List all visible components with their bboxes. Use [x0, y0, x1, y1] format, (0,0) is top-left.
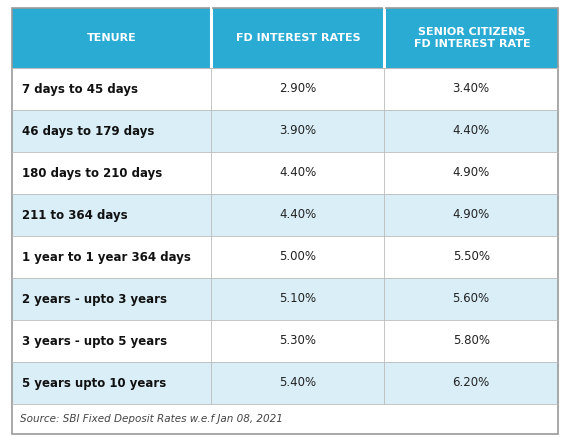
Text: 5 years upto 10 years: 5 years upto 10 years [22, 377, 166, 389]
Bar [12, 152, 558, 194]
Text: 7 days to 45 days: 7 days to 45 days [22, 83, 138, 96]
Bar [12, 404, 558, 434]
Text: Source: SBI Fixed Deposit Rates w.e.f Jan 08, 2021: Source: SBI Fixed Deposit Rates w.e.f Ja… [20, 414, 283, 424]
Text: 5.00%: 5.00% [279, 250, 316, 264]
Bar [12, 362, 558, 404]
Text: 3 years - upto 5 years: 3 years - upto 5 years [22, 334, 167, 347]
Bar [12, 8, 211, 68]
Bar [12, 236, 558, 278]
Text: 2.90%: 2.90% [279, 83, 316, 96]
Text: 3.40%: 3.40% [453, 83, 490, 96]
Bar [12, 320, 558, 362]
Bar [12, 68, 558, 110]
Text: 5.10%: 5.10% [279, 292, 316, 305]
Text: 211 to 364 days: 211 to 364 days [22, 208, 128, 222]
Bar [12, 278, 558, 320]
Text: 5.80%: 5.80% [453, 334, 490, 347]
Bar [213, 8, 384, 68]
Text: 2 years - upto 3 years: 2 years - upto 3 years [22, 292, 167, 305]
Text: 5.40%: 5.40% [279, 377, 316, 389]
Text: 6.20%: 6.20% [453, 377, 490, 389]
Text: 5.30%: 5.30% [279, 334, 316, 347]
Text: 4.40%: 4.40% [279, 208, 316, 222]
Text: SENIOR CITIZENS
FD INTEREST RATE: SENIOR CITIZENS FD INTEREST RATE [414, 27, 530, 49]
Text: FD INTEREST RATES: FD INTEREST RATES [237, 33, 361, 43]
Text: TENURE: TENURE [87, 33, 137, 43]
Text: 5.50%: 5.50% [453, 250, 490, 264]
Text: 46 days to 179 days: 46 days to 179 days [22, 125, 154, 138]
Bar [386, 8, 558, 68]
Text: 5.60%: 5.60% [453, 292, 490, 305]
Bar [12, 194, 558, 236]
Text: 4.40%: 4.40% [453, 125, 490, 138]
Bar [12, 110, 558, 152]
Text: 180 days to 210 days: 180 days to 210 days [22, 166, 162, 180]
Text: 1 year to 1 year 364 days: 1 year to 1 year 364 days [22, 250, 191, 264]
Text: 4.40%: 4.40% [279, 166, 316, 180]
Text: 4.90%: 4.90% [453, 208, 490, 222]
Text: 4.90%: 4.90% [453, 166, 490, 180]
Text: 3.90%: 3.90% [279, 125, 316, 138]
